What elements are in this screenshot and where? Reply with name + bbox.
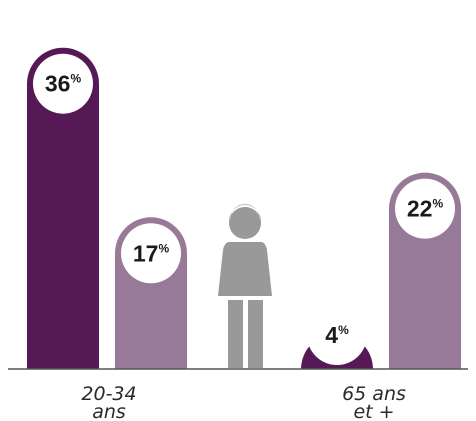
category-label: 20-34 — [81, 383, 136, 405]
value-bubble — [33, 53, 93, 114]
bar — [27, 47, 99, 369]
bars-layer: 36% 4% 17% 22% — [27, 47, 461, 370]
data-label: 36% — [45, 71, 82, 97]
value-bubble — [307, 305, 367, 365]
category-label: 65 ans — [342, 383, 406, 405]
data-label: 17% — [133, 240, 170, 266]
category-label: ans — [92, 401, 126, 421]
person-icon — [218, 204, 272, 368]
data-label: 4% — [325, 322, 349, 348]
category-label: et + — [353, 401, 394, 421]
data-label: 22% — [407, 196, 444, 222]
value-bubble — [395, 178, 455, 239]
value-bubble — [121, 223, 181, 284]
